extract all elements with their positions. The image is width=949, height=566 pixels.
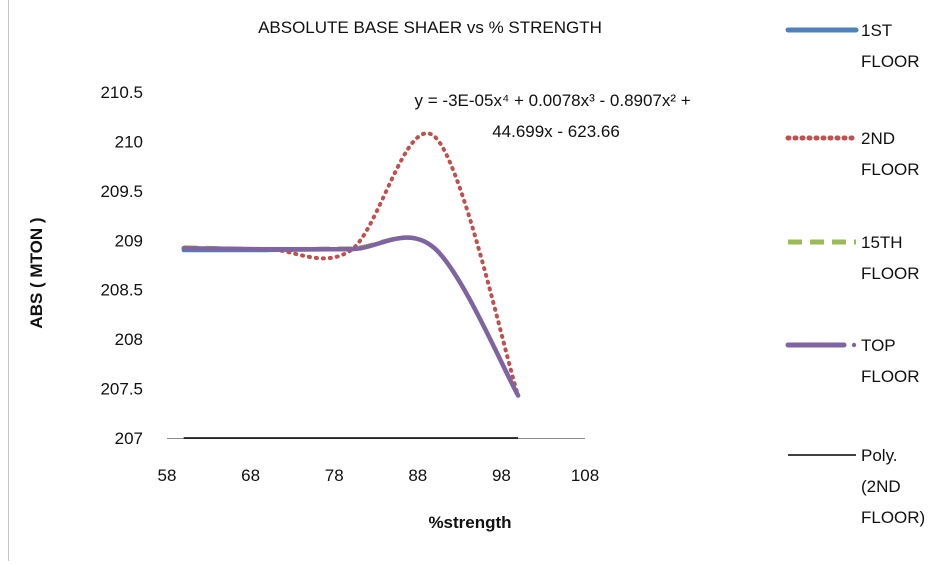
trendline-equation-line1: y = -3E-05x⁴ + 0.0078x³ - 0.8907x² + [415, 91, 691, 110]
trendline-equation-line2: 44.699x - 623.66 [492, 122, 620, 141]
legend: 1ST FLOOR 2ND FLOOR 15TH FLOOR TOP FLOOR Poly. (2… [785, 21, 925, 527]
x-tick-label: 78 [325, 466, 344, 485]
x-tick-labels: 58 68 78 88 98 108 [158, 466, 600, 485]
series-4-point [182, 247, 185, 249]
legend-label: Poly. (2ND FLOOR) [861, 446, 925, 527]
y-tick-label: 207.5 [100, 380, 143, 399]
x-tick-label: 68 [241, 466, 260, 485]
x-tick-label: 88 [408, 466, 427, 485]
legend-label: 2ND FLOOR [861, 129, 920, 179]
plot-area [181, 131, 521, 439]
series-line-4 [181, 235, 521, 398]
y-tick-label: 210.5 [100, 83, 143, 102]
trendline-equation: y = -3E-05x⁴ + 0.0078x³ - 0.8907x² + 44.… [415, 91, 696, 141]
y-axis-label: ABS ( MTON ) [27, 217, 46, 328]
series-4-point [350, 248, 352, 250]
y-tick-label: 208.5 [100, 281, 143, 300]
legend-label: 15TH FLOOR [861, 233, 920, 283]
x-axis-label: %strength [428, 513, 511, 532]
series-line-2 [181, 131, 521, 398]
series-2-point [433, 135, 436, 138]
x-tick-label: 58 [158, 466, 177, 485]
y-tick-label: 209 [115, 231, 143, 250]
y-tick-label: 208 [115, 330, 143, 349]
chart-title: ABSOLUTE BASE SHAER vs % STRENGTH [258, 18, 602, 37]
legend-label: 1ST FLOOR [861, 21, 920, 71]
x-tick-label: 98 [492, 466, 511, 485]
y-tick-label: 207 [115, 429, 143, 448]
legend-label: TOP FLOOR [861, 336, 920, 386]
series-4-point [517, 394, 519, 397]
y-tick-label: 210 [115, 132, 143, 151]
series-4-point [266, 248, 269, 250]
series-4-point [433, 247, 436, 249]
y-tick-label: 209.5 [100, 182, 143, 201]
legend-swatch-dot [851, 342, 857, 348]
x-tick-label: 108 [571, 466, 599, 485]
y-tick-labels: 207 207.5 208 208.5 209 209.5 210 210.5 [100, 83, 143, 448]
